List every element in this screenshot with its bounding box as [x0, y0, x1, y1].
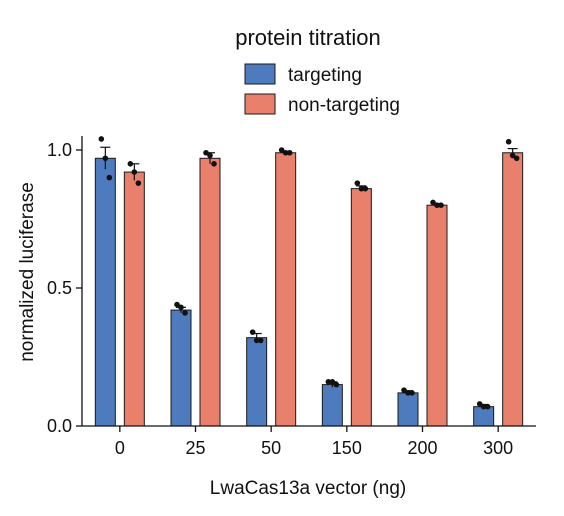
- data-point: [207, 152, 213, 159]
- bar-targeting-50: [246, 337, 268, 427]
- bar-targeting-200: [397, 392, 419, 427]
- x-tick-label: 0: [115, 438, 125, 458]
- data-point: [325, 379, 332, 385]
- data-point: [286, 149, 293, 156]
- bar-non-targeting-0: [123, 171, 145, 427]
- data-point: [509, 152, 516, 159]
- data-point: [333, 381, 340, 388]
- bar-non-targeting-200: [426, 204, 448, 427]
- bar-non-targeting-50: [275, 152, 297, 427]
- y-tick-label: 1.0: [47, 140, 72, 160]
- bar-targeting-150: [321, 384, 343, 427]
- data-point: [484, 403, 491, 410]
- x-axis-title: LwaCas13a vector (ng): [210, 478, 406, 499]
- data-point: [358, 185, 365, 192]
- data-point: [278, 147, 285, 153]
- data-point: [430, 199, 436, 206]
- x-tick-label: 50: [261, 438, 281, 458]
- legend-swatch-targeting: [244, 63, 276, 85]
- legend-swatch-non-targeting: [244, 93, 276, 115]
- data-point: [513, 155, 520, 162]
- y-tick-label: 0.5: [47, 278, 72, 298]
- x-tick-label: 300: [483, 438, 513, 458]
- bar-targeting-25: [170, 309, 192, 427]
- data-point: [135, 180, 142, 186]
- data-point: [354, 180, 361, 186]
- data-point: [362, 185, 369, 192]
- data-point: [211, 161, 217, 167]
- data-point: [480, 403, 487, 410]
- data-point: [174, 301, 180, 308]
- legend-title: protein titration: [235, 25, 381, 50]
- data-point: [203, 149, 209, 156]
- legend: protein titration targeting non-targeting: [235, 25, 400, 116]
- x-tick-label: 150: [332, 438, 362, 458]
- legend-label-targeting: targeting: [288, 65, 362, 86]
- data-point: [282, 149, 289, 156]
- data-point: [131, 169, 138, 175]
- data-point: [476, 401, 483, 407]
- data-point: [98, 136, 105, 142]
- data-point: [257, 337, 264, 344]
- y-axis-title: normalized luciferase: [17, 182, 38, 362]
- data-point: [182, 310, 188, 316]
- bar-non-targeting-150: [350, 188, 372, 427]
- data-point: [505, 138, 512, 145]
- bar-targeting-0: [94, 157, 116, 427]
- bar-targeting-300: [473, 406, 495, 427]
- x-tick-label: 25: [185, 438, 205, 458]
- y-tick-label: 0.0: [47, 416, 72, 436]
- legend-label-non-targeting: non-targeting: [288, 95, 400, 116]
- bar-non-targeting-25: [199, 157, 221, 427]
- x-tick-label: 200: [407, 438, 437, 458]
- data-point: [409, 390, 415, 396]
- data-point: [178, 304, 184, 311]
- data-point: [329, 379, 336, 385]
- plot-area: 0.0 0.5 1.0 0 25 50 150 200 300: [47, 136, 536, 458]
- data-point: [253, 337, 260, 344]
- data-point: [102, 155, 109, 162]
- data-point: [249, 329, 256, 335]
- data-point: [401, 387, 407, 393]
- data-point: [106, 174, 113, 181]
- data-point: [438, 202, 444, 208]
- data-point: [127, 161, 134, 167]
- data-point: [434, 202, 440, 208]
- data-point: [405, 390, 411, 396]
- bar-non-targeting-300: [502, 152, 524, 427]
